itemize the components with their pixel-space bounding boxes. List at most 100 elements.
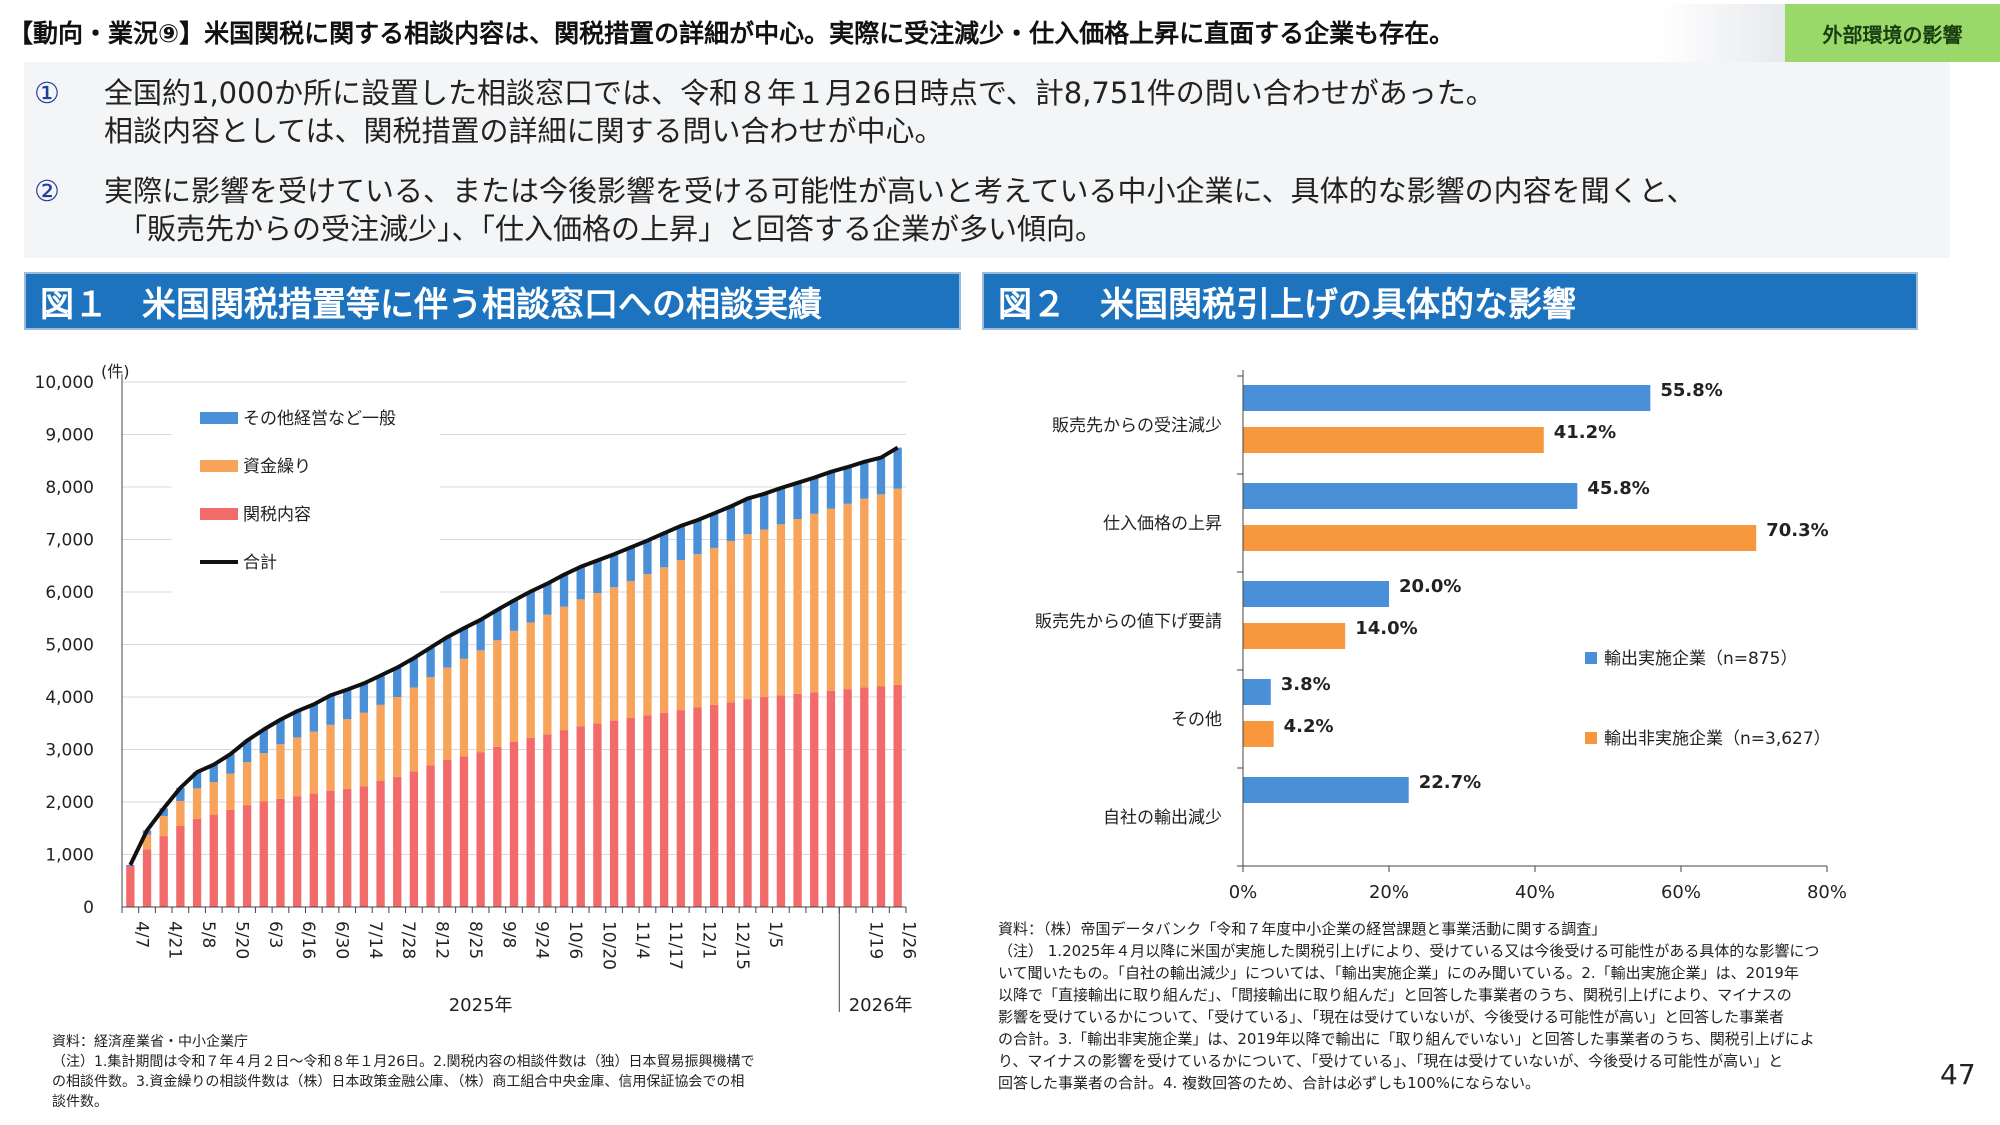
bar-segment	[393, 667, 402, 697]
bar-segment	[409, 687, 419, 772]
bar-segment	[326, 724, 335, 791]
bar-segment	[810, 513, 819, 693]
bar-segment	[359, 786, 369, 907]
bar-segment	[459, 628, 469, 659]
summary-number-2: ②	[34, 174, 60, 208]
bar-segment	[576, 566, 585, 600]
category-label: その他	[1171, 710, 1222, 730]
fig1-note-line: （注）1.集計期間は令和７年４月２日～令和８年１月26日。2.関税内容の相談件数…	[52, 1054, 755, 1070]
legend-label: 輸出非実施企業（n=3,627）	[1604, 729, 1831, 749]
bar-segment	[493, 640, 502, 747]
bar-segment	[326, 790, 335, 907]
bar-segment	[743, 534, 752, 700]
fig2-note-line: の合計。3.「輸出非実施企業」は、2019年以降で輸出に「取り組んでいない」と回…	[998, 1030, 1815, 1048]
bar-segment	[376, 675, 385, 705]
x-tick-label: 4/7	[131, 921, 151, 948]
category-label: 仕入価格の上昇	[1103, 514, 1222, 534]
bar-segment	[643, 715, 652, 907]
data-label: 45.8%	[1587, 478, 1649, 499]
legend-swatch	[1585, 732, 1597, 744]
bar-segment	[893, 684, 902, 907]
bar-segment	[509, 600, 519, 631]
bar-segment	[426, 765, 435, 907]
category-label: 販売先からの値下げ要請	[1035, 612, 1222, 632]
tariff-impact-bar-chart: 55.8% 41.2% 45.8% 70.3% 20.0% 14.0% 3.8% 4.2% 22…	[1035, 370, 1847, 903]
bar-segment	[543, 583, 552, 615]
bar-segment	[826, 508, 836, 691]
bar-segment	[509, 741, 519, 907]
fig2-note-line: り、マイナスの影響を受けているかについて、「受けている」、「現在は受けていないが…	[998, 1052, 1784, 1070]
fig2-note-line: 回答した事業者の合計。4. 複数回答のため、合計は必ずしも100%にならない。	[998, 1074, 1540, 1092]
bar-segment	[259, 729, 268, 754]
bar-segment	[810, 692, 819, 907]
data-label: 22.7%	[1419, 772, 1481, 793]
x-tick-label: 1/5	[765, 921, 785, 948]
page-title: 【動向・業況⑨】米国関税に関する相談内容は、関税措置の詳細が中心。実際に受注減少…	[8, 19, 1455, 48]
bar-segment	[593, 593, 602, 724]
bar-segment	[209, 764, 218, 783]
bar-segment	[476, 619, 485, 651]
fig2-heading: 図２ 米国関税引上げの具体的な影響	[982, 272, 1918, 330]
y-tick-label: 8,000	[45, 478, 94, 498]
legend-label: 関税内容	[243, 505, 311, 525]
bar-segment	[710, 513, 719, 548]
bar-export	[1243, 777, 1409, 803]
fig2-note: 資料：（株）帝国データバンク「令和７年度中小企業の経営課題と事業活動に関する調査…	[998, 918, 1928, 1094]
bar-segment	[626, 547, 635, 581]
bar-segment	[760, 529, 769, 697]
bar-segment	[292, 796, 302, 907]
y-axis-unit: (件)	[101, 362, 130, 381]
x-tick-label: 5/8	[198, 921, 218, 948]
bar-segment	[259, 801, 268, 907]
bar-segment	[359, 712, 369, 787]
bar-segment	[793, 519, 802, 694]
year-label-2026: 2026年	[849, 995, 913, 1016]
bar-segment	[676, 710, 685, 907]
data-label: 70.3%	[1766, 520, 1828, 541]
page-header: 【動向・業況⑨】米国関税に関する相談内容は、関税措置の詳細が中心。実際に受注減少…	[0, 0, 2000, 62]
x-tick-label: 4/21	[165, 921, 185, 959]
bar-export	[1243, 581, 1389, 607]
summary-box: ① 全国約1,000か所に設置した相談窓口では、令和８年１月26日時点で、計8,…	[24, 62, 1950, 258]
bar-segment	[192, 818, 202, 907]
y-tick-label: 3,000	[45, 741, 94, 761]
bar-segment	[443, 667, 452, 760]
bar-non-export	[1243, 427, 1544, 453]
bar-segment	[476, 650, 485, 753]
x-tick-label: 10/6	[565, 921, 585, 959]
bar-segment	[876, 494, 886, 687]
data-label: 20.0%	[1399, 576, 1461, 597]
bar-segment	[860, 498, 869, 688]
bar-segment	[376, 704, 385, 781]
total-line	[128, 445, 899, 866]
bar-segment	[459, 756, 469, 907]
fig1-note-line: の相談件数。3.資金繰りの相談件数は（株）日本政策金融公庫、（株）商工組合中央金…	[52, 1074, 745, 1090]
fig1-heading: 図１ 米国関税措置等に伴う相談窓口への相談実績	[24, 272, 961, 330]
bar-export	[1243, 679, 1271, 705]
bar-segment	[276, 798, 285, 907]
bar-segment	[409, 771, 419, 907]
legend-swatch	[200, 460, 238, 472]
y-tick-label: 7,000	[45, 531, 94, 551]
bar-segment	[643, 574, 652, 716]
bar-segment	[226, 773, 235, 810]
y-tick-label: 6,000	[45, 583, 94, 603]
bar-segment	[793, 693, 802, 907]
y-tick-label: 0	[83, 898, 94, 918]
legend-label: その他経営など一般	[243, 409, 396, 429]
legend-swatch	[1585, 652, 1597, 664]
x-tick-label: 10/20	[598, 921, 618, 970]
x-tick-label: 6/3	[265, 921, 285, 948]
bar-segment	[292, 711, 302, 738]
bar-segment	[526, 622, 535, 738]
bar-segment	[643, 540, 652, 575]
bar-segment	[292, 737, 302, 797]
bar-segment	[159, 816, 168, 837]
bar-segment	[710, 704, 719, 907]
x-tick-label: 7/28	[398, 921, 418, 959]
bar-segment	[609, 720, 619, 907]
bar-segment	[609, 587, 619, 721]
bar-segment	[126, 866, 135, 907]
bar-segment	[159, 836, 168, 907]
fig1-note-line: 談件数。	[52, 1094, 108, 1110]
